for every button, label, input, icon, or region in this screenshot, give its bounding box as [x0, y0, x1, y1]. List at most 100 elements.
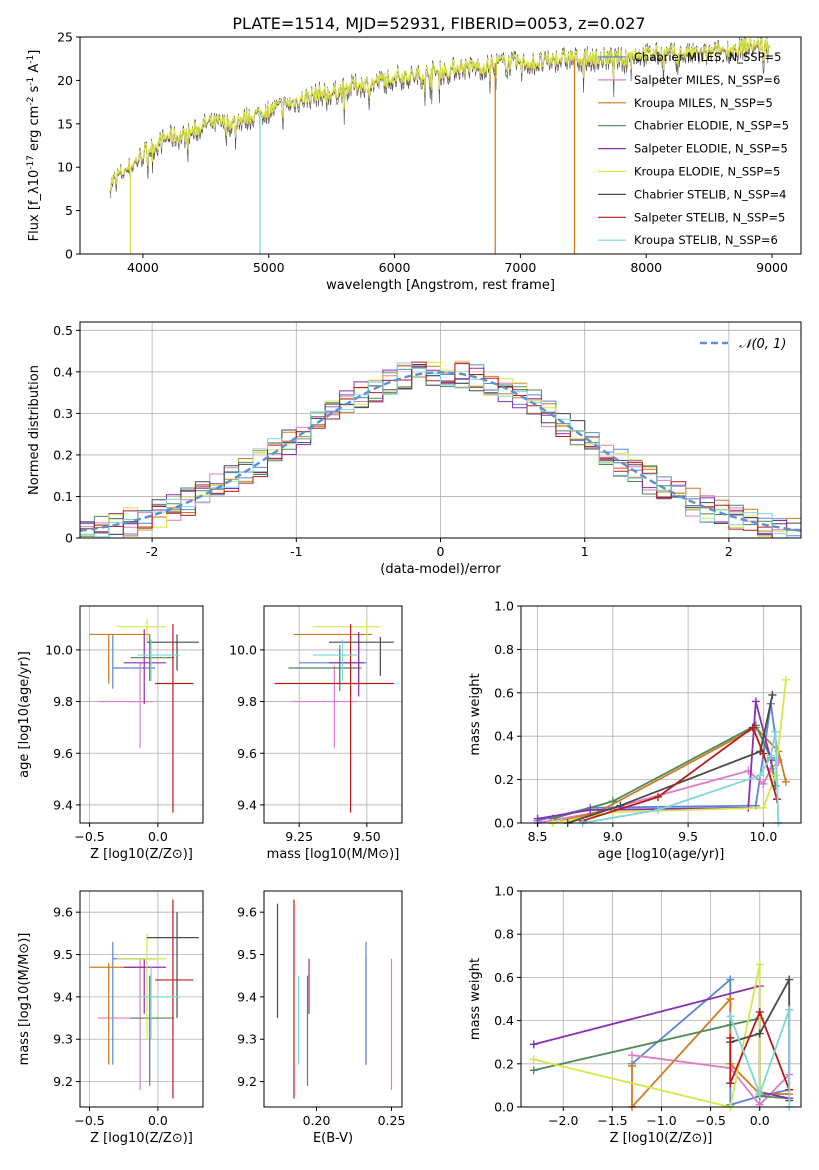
label-part: age [log10(age/yr)] [17, 651, 32, 778]
label-part: -2 [26, 97, 36, 106]
y-tick-label: 9.8 [237, 694, 257, 709]
label-part: Kroupa STELIB, N_SSP=6 [634, 233, 778, 247]
kroupa_miles-weight-line [631, 996, 790, 1110]
salpeter_elodie-legend-label: Salpeter ELODIE, N_SSP=5 [634, 142, 788, 156]
x-axis-label: Z [log10(Z/Z⊙)] [610, 1131, 713, 1146]
x-tick-label: 10.0 [749, 829, 777, 844]
y-tick-label: 10.0 [45, 642, 73, 657]
y-tick-label: 0 [65, 531, 73, 546]
kroupa_miles-legend-label: Kroupa MILES, N_SSP=5 [634, 96, 773, 110]
salpeter_stelib-weight-marker [748, 723, 757, 732]
kroupa_stelib-histogram [80, 362, 801, 539]
axes-frame [79, 36, 802, 255]
y-tick-label: 0.5 [53, 323, 73, 338]
kroupa_stelib-legend-label: Kroupa STELIB, N_SSP=6 [634, 233, 778, 247]
chabrier_stelib-weight-marker [785, 975, 794, 984]
figure-title: PLATE=1514, MJD=52931, FIBERID=0053, z=0… [232, 14, 645, 33]
chabrier_elodie-weight-marker [529, 1066, 538, 1075]
x-tick-label: 7000 [504, 260, 536, 275]
label-part: mass [log10(M/M⊙)] [17, 933, 32, 1066]
y-axis-label: mass [log10(M/M⊙)] [17, 933, 32, 1066]
axes-frame [263, 605, 403, 824]
y-tick-label: 9.2 [53, 1074, 73, 1089]
y-tick-label: 1.0 [494, 599, 514, 614]
salpeter_miles-weight-marker [628, 1051, 637, 1060]
y-tick-label: 0.2 [494, 1056, 514, 1071]
x-tick-label: 0.0 [750, 1113, 770, 1128]
kroupa_stelib-weight-marker [726, 1012, 735, 1021]
x-tick-label: 0.20 [303, 1113, 331, 1128]
x-tick-label: 9.50 [353, 829, 381, 844]
label-part: -1 [26, 55, 36, 64]
y-tick-label: 0.3 [53, 406, 73, 421]
y-tick-label: 0.4 [494, 1013, 514, 1028]
y-tick-label: 0.8 [494, 927, 514, 942]
x-tick-label: 0.25 [378, 1113, 406, 1128]
chabrier_stelib-weight-marker [755, 1029, 764, 1038]
label-part: A [27, 64, 42, 77]
label-part: Chabrier ELODIE, N_SSP=5 [634, 119, 789, 133]
y-axis-label: Normed distribution [27, 365, 42, 495]
kroupa_miles-weight-marker [628, 1061, 637, 1070]
x-tick-label: 1 [581, 544, 589, 559]
salpeter_elodie-weight-marker [751, 697, 760, 706]
x-tick-label: −0.5 [74, 829, 104, 844]
kroupa_elodie-weight-marker [771, 771, 780, 780]
y-tick-label: 20 [57, 73, 73, 88]
kroupa_elodie-spectrum-line [109, 37, 770, 192]
x-tick-label: 0.0 [148, 1113, 168, 1128]
y-axis-label: mass weight [468, 673, 483, 755]
age-vs-mass-panel [264, 606, 402, 823]
x-tick-label: 5000 [253, 260, 285, 275]
kroupa_elodie-weight-line [552, 679, 787, 824]
y-tick-label: 9.5 [53, 947, 73, 962]
label-part: Salpeter MILES, N_SSP=6 [634, 73, 780, 87]
x-tick-label: −1.0 [646, 1113, 676, 1128]
label-part: mass weight [468, 958, 483, 1040]
y-tick-label: 9.6 [53, 746, 73, 761]
gaussian-legend-label: 𝒩(0, 1) [739, 337, 786, 352]
chabrier_stelib-weight-marker [768, 690, 777, 699]
kroupa_elodie-weight-marker [529, 1055, 538, 1064]
y-tick-label: 10.0 [229, 642, 257, 657]
y-tick-label: 10 [57, 160, 73, 175]
chabrier_miles-weight-line [537, 703, 780, 822]
salpeter_stelib-weight-marker [726, 1079, 735, 1088]
y-tick-label: 9.4 [237, 989, 257, 1004]
mass-vs-EBV-panel [276, 899, 393, 1099]
x-tick-label: 9.5 [678, 829, 698, 844]
kroupa_elodie-weight-marker [759, 803, 768, 812]
y-tick-label: 9.3 [53, 1032, 73, 1047]
y-tick-label: 9.6 [237, 746, 257, 761]
x-tick-label: 9000 [756, 260, 788, 275]
label-part: mass weight [468, 673, 483, 755]
salpeter_elodie-weight-marker [533, 814, 542, 823]
mass-vs-Z-panel [80, 891, 203, 1107]
label-part: -1 [26, 77, 36, 86]
label-part: s [27, 86, 42, 97]
y-tick-label: 9.6 [237, 905, 257, 920]
kroupa_elodie-histogram [80, 360, 801, 539]
kroupa_miles-weight-marker [781, 777, 790, 786]
mass-weight-vs-Z-panel [521, 890, 801, 1111]
x-tick-label: −0.5 [695, 1113, 725, 1128]
y-axis-label: age [log10(age/yr)] [17, 651, 32, 778]
y-tick-label: 0.8 [494, 642, 514, 657]
y-axis-label: mass weight [468, 958, 483, 1040]
y-tick-label: 9.4 [237, 797, 257, 812]
salpeter_stelib-weight-marker [653, 792, 662, 801]
kroupa_elodie-weight-marker [781, 675, 790, 684]
y-tick-label: 0.0 [494, 1100, 514, 1115]
y-tick-label: 9.8 [53, 694, 73, 709]
x-axis-label: age [log10(age/yr)] [598, 847, 725, 862]
x-axis-label: mass [log10(M/M⊙)] [267, 847, 400, 862]
label-part: erg cm [27, 106, 42, 155]
label-part: Chabrier MILES, N_SSP=5 [634, 50, 781, 64]
x-tick-label: 8.5 [528, 829, 548, 844]
label-part: ] [27, 50, 42, 55]
chabrier_miles-legend-label: Chabrier MILES, N_SSP=5 [634, 50, 781, 64]
label-part: Normed distribution [27, 365, 42, 495]
salpeter_miles-weight-marker [759, 779, 768, 788]
y-tick-label: 9.6 [53, 905, 73, 920]
